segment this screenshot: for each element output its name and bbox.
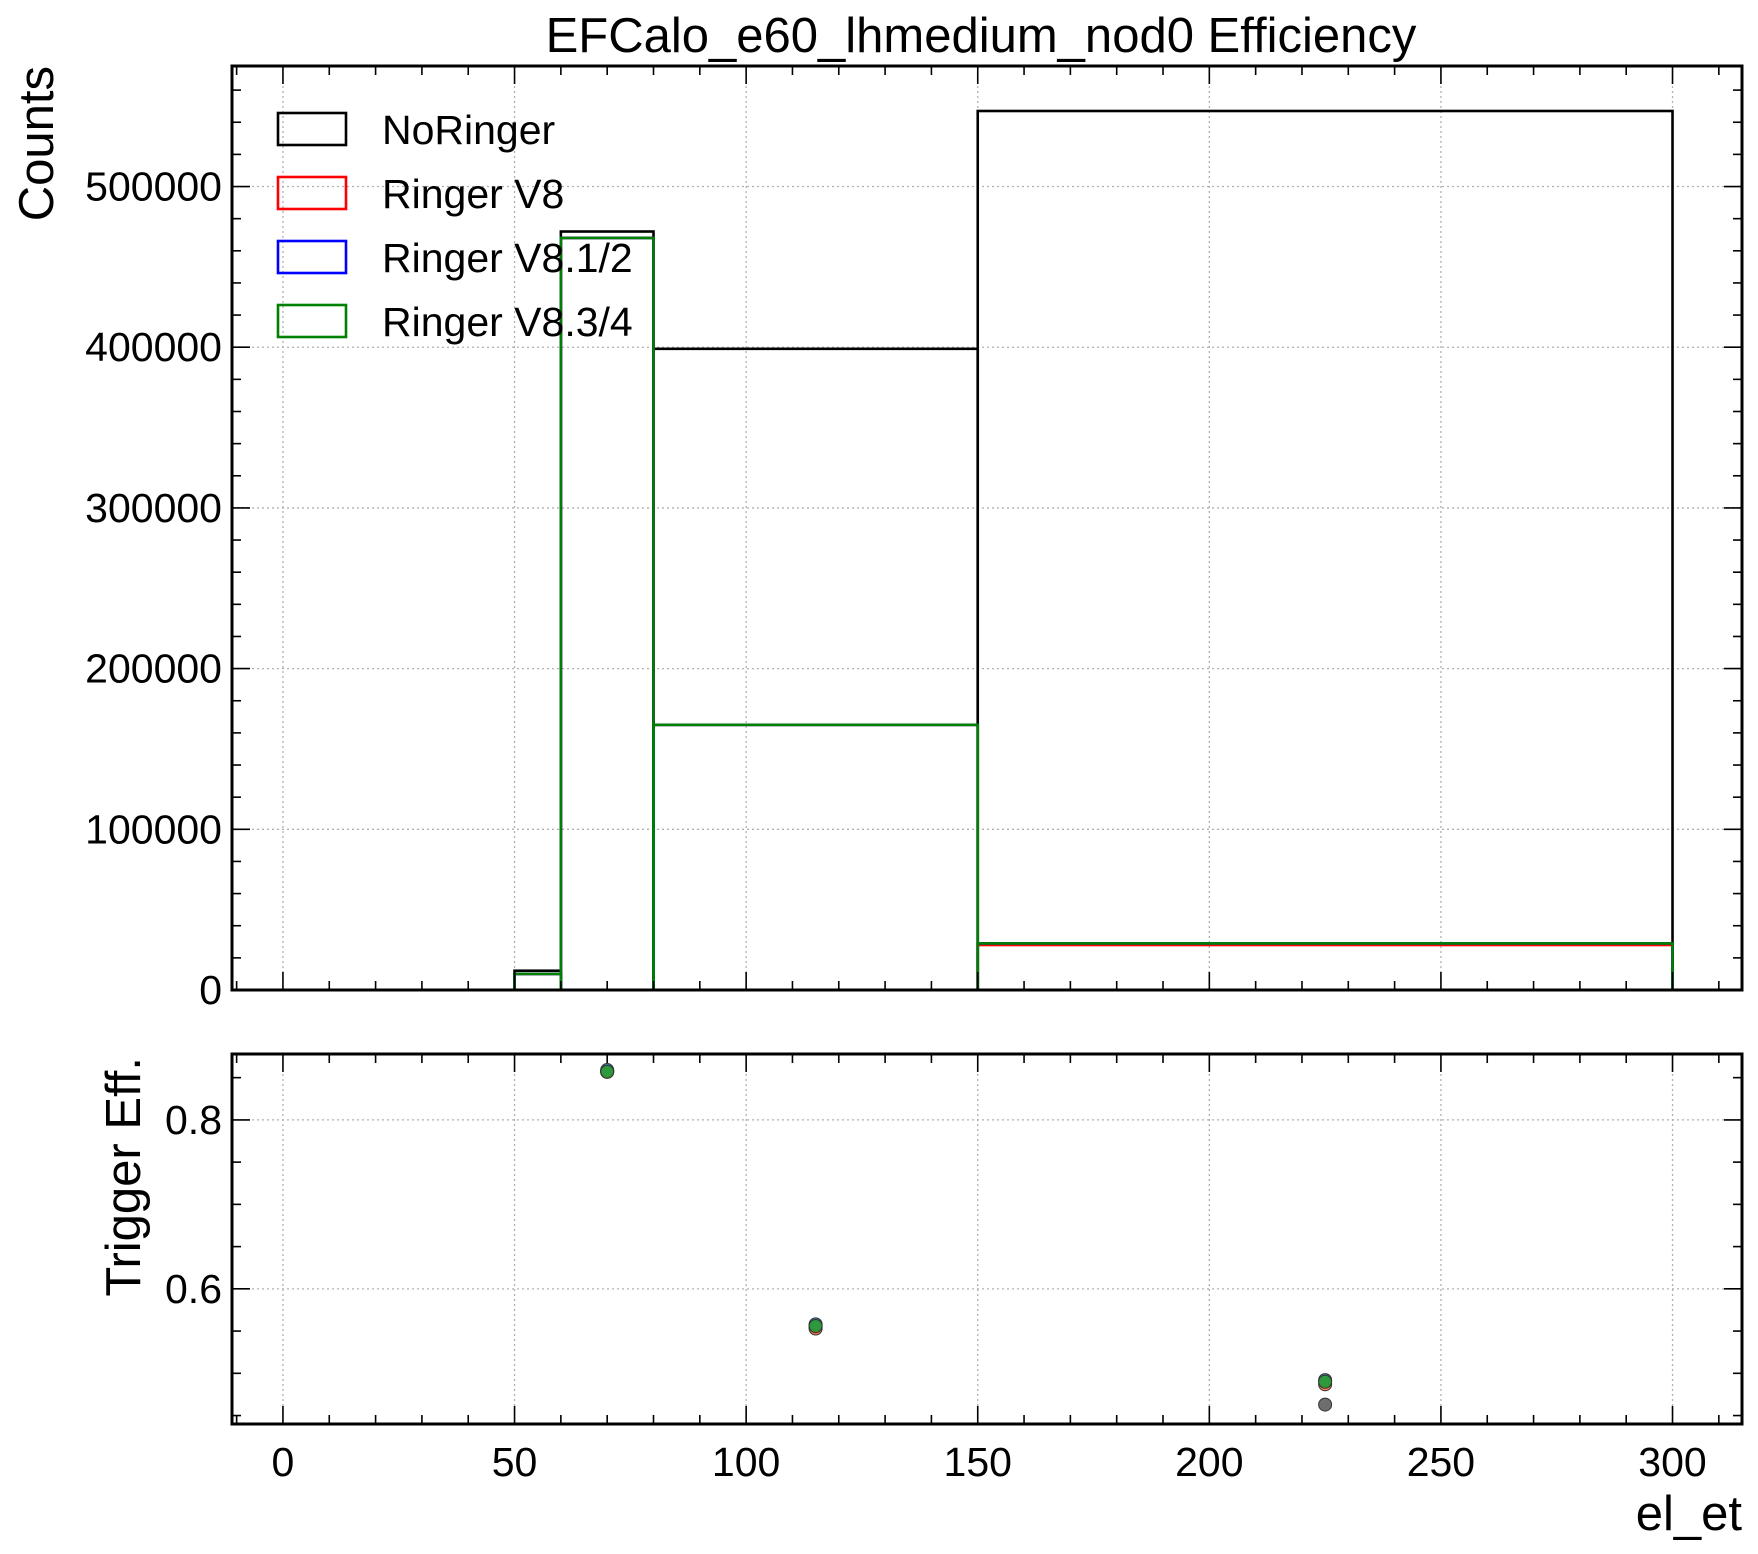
top-panel-frame [230, 64, 1744, 992]
top-ylabel: Counts [10, 66, 64, 221]
xlabel: el_et [1636, 1487, 1743, 1541]
y-tick-label: 400000 [85, 324, 222, 370]
legend-label: Ringer V8.1/2 [382, 235, 633, 281]
x-tick-label: 200 [1175, 1439, 1243, 1485]
data-point [600, 1064, 615, 1079]
bottom-panel-frame [230, 1052, 1744, 1426]
x-tick-label: 300 [1638, 1439, 1706, 1485]
legend-swatch [276, 239, 348, 275]
legend-swatch [276, 175, 348, 211]
x-tick-label: 100 [712, 1439, 780, 1485]
data-point [808, 1319, 823, 1334]
y-tick-label: 0.8 [165, 1097, 222, 1143]
y-tick-label: 0.6 [165, 1266, 222, 1312]
legend-label: Ringer V8.3/4 [382, 299, 633, 345]
legend-label: Ringer V8 [382, 171, 564, 217]
legend: NoRinger Ringer V8 Ringer V8.1/2 Ringer V8.… [276, 107, 633, 345]
y-tick-label: 200000 [85, 646, 222, 692]
x-tick-label: 50 [492, 1439, 538, 1485]
legend-swatch [276, 111, 348, 147]
efficiency-points [600, 1063, 1333, 1412]
y-tick-label: 300000 [85, 485, 222, 531]
data-point [1318, 1397, 1333, 1412]
chart-title: EFCalo_e60_lhmedium_nod0 Efficiency [546, 9, 1417, 63]
x-tick-label: 250 [1407, 1439, 1475, 1485]
top-panel-ticks: 0 100000 200000 300000 400000 500000 [85, 66, 1742, 1013]
bottom-panel-grid [232, 1054, 1742, 1424]
x-tick-label: 0 [272, 1439, 295, 1485]
histogram-series [513, 109, 1674, 992]
efficiency-series [600, 1064, 1333, 1389]
x-tick-label: 150 [944, 1439, 1012, 1485]
data-point [1318, 1374, 1333, 1389]
legend-swatch [276, 303, 348, 339]
bottom-ylabel: Trigger Eff. [97, 1057, 151, 1297]
y-tick-label: 100000 [85, 806, 222, 852]
y-tick-label: 500000 [85, 164, 222, 210]
bottom-panel-ticks: 0 50 100 150 200 250 300 0.6 0.8 [165, 1054, 1742, 1485]
legend-label: NoRinger [382, 107, 555, 153]
y-tick-label: 0 [199, 967, 222, 1013]
